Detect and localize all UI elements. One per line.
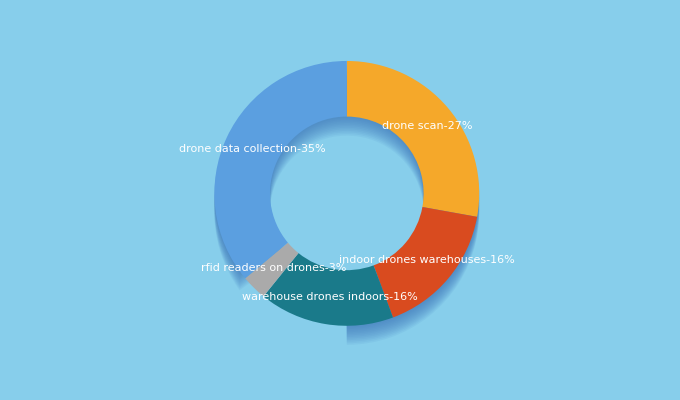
- Wedge shape: [214, 66, 479, 330]
- Wedge shape: [214, 77, 479, 342]
- Text: indoor drones warehouses-16%: indoor drones warehouses-16%: [339, 256, 515, 266]
- Wedge shape: [214, 70, 479, 335]
- Wedge shape: [264, 253, 393, 326]
- Wedge shape: [214, 64, 479, 329]
- Text: rfid readers on drones-3%: rfid readers on drones-3%: [201, 263, 346, 273]
- Wedge shape: [214, 75, 479, 340]
- Text: warehouse drones indoors-16%: warehouse drones indoors-16%: [242, 292, 418, 302]
- Wedge shape: [214, 80, 479, 345]
- Wedge shape: [214, 67, 479, 332]
- Wedge shape: [214, 62, 479, 327]
- Wedge shape: [347, 61, 479, 217]
- Wedge shape: [373, 207, 477, 318]
- Wedge shape: [245, 243, 299, 296]
- Wedge shape: [214, 78, 479, 343]
- Text: drone scan-27%: drone scan-27%: [381, 121, 473, 131]
- Wedge shape: [214, 72, 479, 337]
- Wedge shape: [214, 74, 479, 338]
- Wedge shape: [214, 69, 479, 334]
- Wedge shape: [214, 61, 347, 278]
- Text: drone data collection-35%: drone data collection-35%: [179, 144, 325, 154]
